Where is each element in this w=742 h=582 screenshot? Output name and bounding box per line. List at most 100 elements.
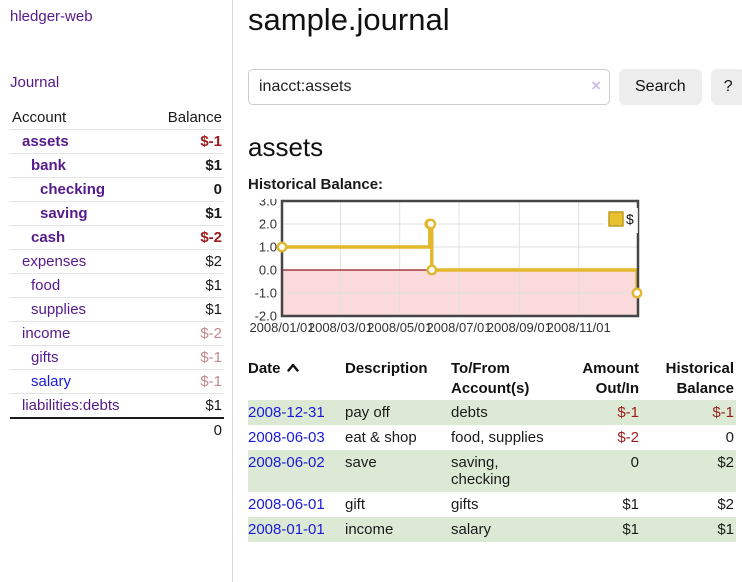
- account-link-salary[interactable]: salary: [31, 373, 72, 390]
- transaction-description: gift: [345, 496, 366, 513]
- svg-text:0.0: 0.0: [259, 263, 277, 278]
- transaction-row: 2008-06-03 eat & shop food, supplies $-2…: [248, 425, 736, 450]
- account-balance: $1: [150, 273, 224, 298]
- accounts-total-row: 0: [10, 417, 224, 442]
- transaction-description: pay off: [345, 404, 390, 421]
- page-title: sample.journal: [248, 2, 450, 37]
- svg-text:2008/11/01: 2008/11/01: [547, 320, 611, 335]
- transaction-description: save: [345, 454, 377, 471]
- transaction-date: 2008-06-02: [248, 450, 345, 492]
- register-header-description: Description: [345, 360, 428, 377]
- account-balance: $-1: [150, 345, 224, 370]
- svg-text:2008/05/01: 2008/05/01: [367, 320, 432, 335]
- transaction-balance: 0: [725, 429, 734, 446]
- account-balance: $-2: [150, 225, 224, 250]
- transaction-amount: 0: [630, 454, 639, 471]
- register-body: 2008-12-31 pay off debts $-1 $-1 2008-06…: [248, 400, 736, 542]
- account-row: bank $1: [10, 153, 224, 178]
- account-link-gifts[interactable]: gifts: [31, 349, 59, 366]
- register-table: Date Description To/From Account(s) Amou…: [248, 357, 736, 542]
- register-header-amount: Amount Out/In: [582, 360, 639, 397]
- svg-text:2008/07/01: 2008/07/01: [426, 320, 491, 335]
- brand: hledger-web: [10, 8, 224, 25]
- transaction-description: eat & shop: [345, 429, 417, 446]
- account-link-cash[interactable]: cash: [31, 229, 66, 246]
- transaction-date-link[interactable]: 2008-06-01: [248, 496, 325, 513]
- historical-balance-chart: $ 3.0 2.0 1.0 0.0 -1.0 -2.0 2008/01/01 2008/03/…: [248, 194, 742, 341]
- chart-legend: $: [604, 208, 638, 233]
- transaction-accounts: food, supplies: [451, 429, 544, 446]
- account-row: salary $-1: [10, 369, 224, 394]
- account-balance: 0: [150, 177, 224, 202]
- transaction-accounts: gifts: [451, 496, 479, 513]
- transaction-date-link[interactable]: 2008-12-31: [248, 404, 325, 421]
- register-header-balance: Historical Balance: [665, 360, 734, 397]
- accounts-table: Account Balance assets $-1 bank $1 check…: [10, 106, 224, 442]
- transaction-amount: $-1: [617, 404, 639, 421]
- transaction-balance: $-1: [712, 404, 734, 421]
- transaction-amount: $-2: [617, 429, 639, 446]
- transaction-date: 2008-06-01: [248, 492, 345, 517]
- account-row: income $-2: [10, 321, 224, 346]
- search-input[interactable]: [248, 69, 610, 105]
- svg-text:2008/01/01: 2008/01/01: [249, 320, 314, 335]
- transaction-row: 2008-12-31 pay off debts $-1 $-1: [248, 400, 736, 425]
- register-header-tofrom: To/From Account(s): [451, 360, 530, 397]
- accounts-header-account: Account: [12, 109, 67, 126]
- search-form: × Search ?: [248, 69, 742, 105]
- register-header-date[interactable]: Date: [248, 357, 345, 400]
- legend-swatch: [608, 211, 624, 227]
- account-link-bank[interactable]: bank: [31, 157, 67, 174]
- svg-text:-1.0: -1.0: [255, 286, 277, 301]
- transaction-description: income: [345, 521, 394, 538]
- transaction-accounts: saving, checking: [451, 454, 511, 488]
- account-link-supplies[interactable]: supplies: [31, 301, 87, 318]
- main-content: sample.journal × Search ? assets Histori…: [233, 0, 742, 582]
- accounts-body: assets $-1 bank $1 checking 0 saving $1 …: [10, 129, 224, 418]
- journal-link[interactable]: Journal: [10, 74, 60, 91]
- account-link-assets[interactable]: assets: [22, 133, 69, 150]
- account-balance: $1: [150, 393, 224, 418]
- transaction-accounts: debts: [451, 404, 488, 421]
- transaction-date: 2008-06-03: [248, 425, 345, 450]
- svg-text:2008/09/01: 2008/09/01: [487, 320, 552, 335]
- transaction-date: 2008-12-31: [248, 400, 345, 425]
- account-row: supplies $1: [10, 297, 224, 322]
- account-link-saving[interactable]: saving: [40, 205, 88, 222]
- account-link-checking[interactable]: checking: [40, 181, 106, 198]
- svg-text:3.0: 3.0: [259, 199, 277, 209]
- account-link-expenses[interactable]: expenses: [22, 253, 87, 270]
- account-row: checking 0: [10, 177, 224, 202]
- account-link-food[interactable]: food: [31, 277, 61, 294]
- account-balance: $2: [150, 249, 224, 274]
- account-row: expenses $2: [10, 249, 224, 274]
- account-balance: $-2: [150, 321, 224, 346]
- transaction-amount: $1: [622, 521, 639, 538]
- account-link-income[interactable]: income: [22, 325, 71, 342]
- chart-svg: $ 3.0 2.0 1.0 0.0 -1.0 -2.02008/01/012008/03/…: [249, 194, 643, 335]
- search-box: ×: [248, 69, 610, 105]
- nav-journal: Journal: [10, 74, 224, 91]
- account-row: food $1: [10, 273, 224, 298]
- transaction-balance: $2: [717, 454, 734, 471]
- transaction-balance: $2: [717, 496, 734, 513]
- account-row: cash $-2: [10, 225, 224, 250]
- transaction-amount: $1: [622, 496, 639, 513]
- brand-link[interactable]: hledger-web: [10, 8, 93, 25]
- transaction-date-link[interactable]: 2008-01-01: [248, 521, 325, 538]
- sort-ascending-icon: [286, 363, 299, 372]
- transaction-date: 2008-01-01: [248, 517, 345, 542]
- sidebar: hledger-web Journal Account Balance asse…: [0, 0, 233, 582]
- account-link-liabilities:debts[interactable]: liabilities:debts: [22, 397, 120, 414]
- transaction-date-link[interactable]: 2008-06-03: [248, 429, 325, 446]
- account-row: assets $-1: [10, 129, 224, 154]
- help-button[interactable]: ?: [710, 69, 742, 105]
- date-header-label: Date: [248, 360, 281, 377]
- plot-border: [280, 199, 640, 318]
- register-header-row: Date Description To/From Account(s) Amou…: [248, 357, 736, 400]
- transaction-balance: $1: [717, 521, 734, 538]
- clear-search-icon[interactable]: ×: [591, 76, 601, 95]
- transaction-date-link[interactable]: 2008-06-02: [248, 454, 325, 471]
- search-button[interactable]: Search: [619, 69, 702, 105]
